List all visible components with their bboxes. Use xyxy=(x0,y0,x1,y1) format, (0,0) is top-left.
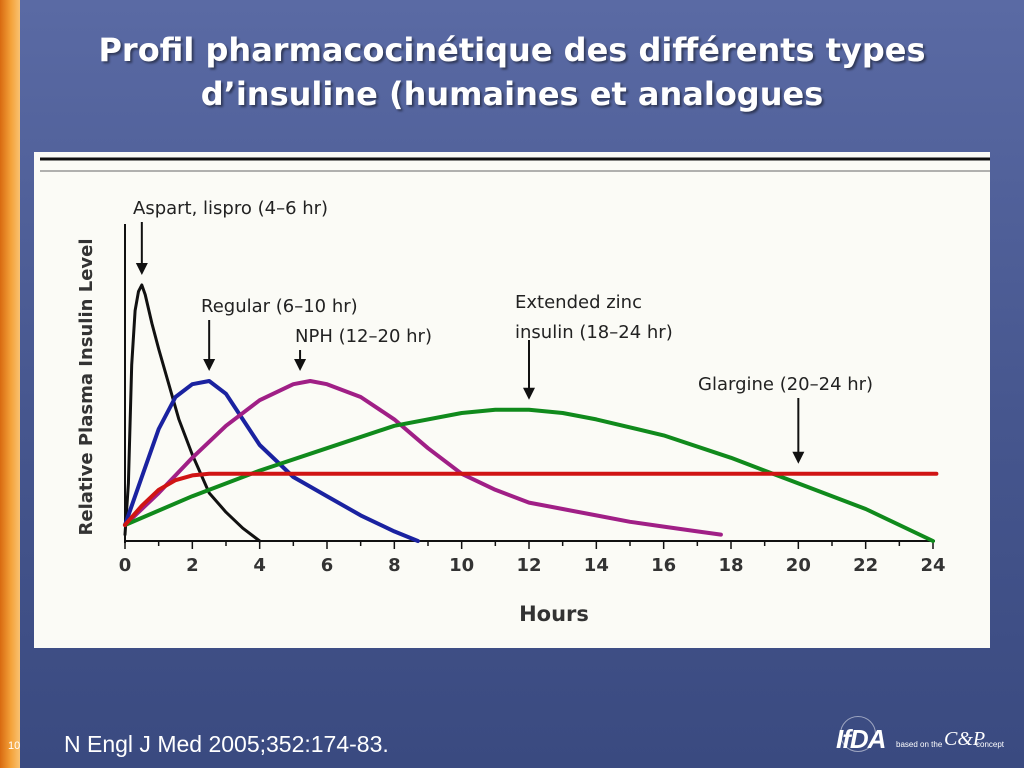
annotation-label-zinc-line-2: insulin (18–24 hr) xyxy=(515,322,673,343)
x-tick-label: 12 xyxy=(516,555,541,576)
x-tick-label: 4 xyxy=(253,555,266,576)
page-number: 10 xyxy=(8,740,21,752)
annotation-label-aspart: Aspart, lispro (4–6 hr) xyxy=(133,198,328,219)
x-tick-label: 16 xyxy=(651,555,676,576)
annotation-label-nph: NPH (12–20 hr) xyxy=(295,326,432,347)
brand-concept: concept xyxy=(976,740,1005,749)
series-line-3 xyxy=(123,379,723,537)
x-tick-label: 20 xyxy=(786,555,811,576)
chart-series xyxy=(123,283,939,543)
annotation-label-regular: Regular (6–10 hr) xyxy=(201,296,358,317)
annotation-label-glargine: Glargine (20–24 hr) xyxy=(698,374,873,395)
x-tick-label: 8 xyxy=(388,555,401,576)
slide-title: Profil pharmacocinétique des différents … xyxy=(40,28,984,116)
y-axis-label: Relative Plasma Insulin Level xyxy=(76,238,97,535)
annotation-arrowhead-zinc xyxy=(523,387,535,400)
x-tick-label: 24 xyxy=(920,555,945,576)
series-line-1 xyxy=(123,283,262,543)
annotation-arrowhead-nph xyxy=(294,359,307,371)
brand-footer: IfDA based on the C&P concept xyxy=(836,716,1016,762)
citation: N Engl J Med 2005;352:174-83. xyxy=(64,731,389,757)
slide-title-line-2: d’insuline (humaines et analogues xyxy=(200,75,824,113)
annotation-arrowhead-aspart xyxy=(135,263,148,275)
insulin-profile-chart: 0 2 4 6 8 10 12 14 16 18 20 22 24 Aspart, lispro (4–… xyxy=(40,157,990,626)
x-tick-label: 6 xyxy=(321,555,334,576)
x-tick-label: 0 xyxy=(119,555,132,576)
series-line-2 xyxy=(123,379,420,543)
x-tick-label: 10 xyxy=(449,555,474,576)
x-tick-label: 22 xyxy=(853,555,878,576)
chart-panel: 0 2 4 6 8 10 12 14 16 18 20 22 24 Aspart, lispro (4–… xyxy=(34,152,990,648)
series-line-5 xyxy=(123,471,939,527)
annotation-arrowhead-glargine xyxy=(792,451,805,464)
x-tick-label: 18 xyxy=(718,555,743,576)
chart-axes: 0 2 4 6 8 10 12 14 16 18 20 22 24 xyxy=(119,224,946,576)
cp-mark-icon: C&P xyxy=(944,728,986,750)
annotation-arrowhead-regular xyxy=(203,359,216,371)
ifda-logo: IfDA xyxy=(836,716,886,754)
brand-based-on: based on the xyxy=(896,740,943,749)
x-axis-label: Hours xyxy=(519,602,589,626)
x-tick-label: 2 xyxy=(186,555,199,576)
annotation-label-zinc: Extended zinc xyxy=(515,292,642,313)
accent-bar xyxy=(0,0,20,768)
x-tick-label: 14 xyxy=(584,555,609,576)
slide-title-line-1: Profil pharmacocinétique des différents … xyxy=(98,31,926,69)
chart-annotations: Aspart, lispro (4–6 hr) Regular (6–10 hr)… xyxy=(133,198,873,464)
